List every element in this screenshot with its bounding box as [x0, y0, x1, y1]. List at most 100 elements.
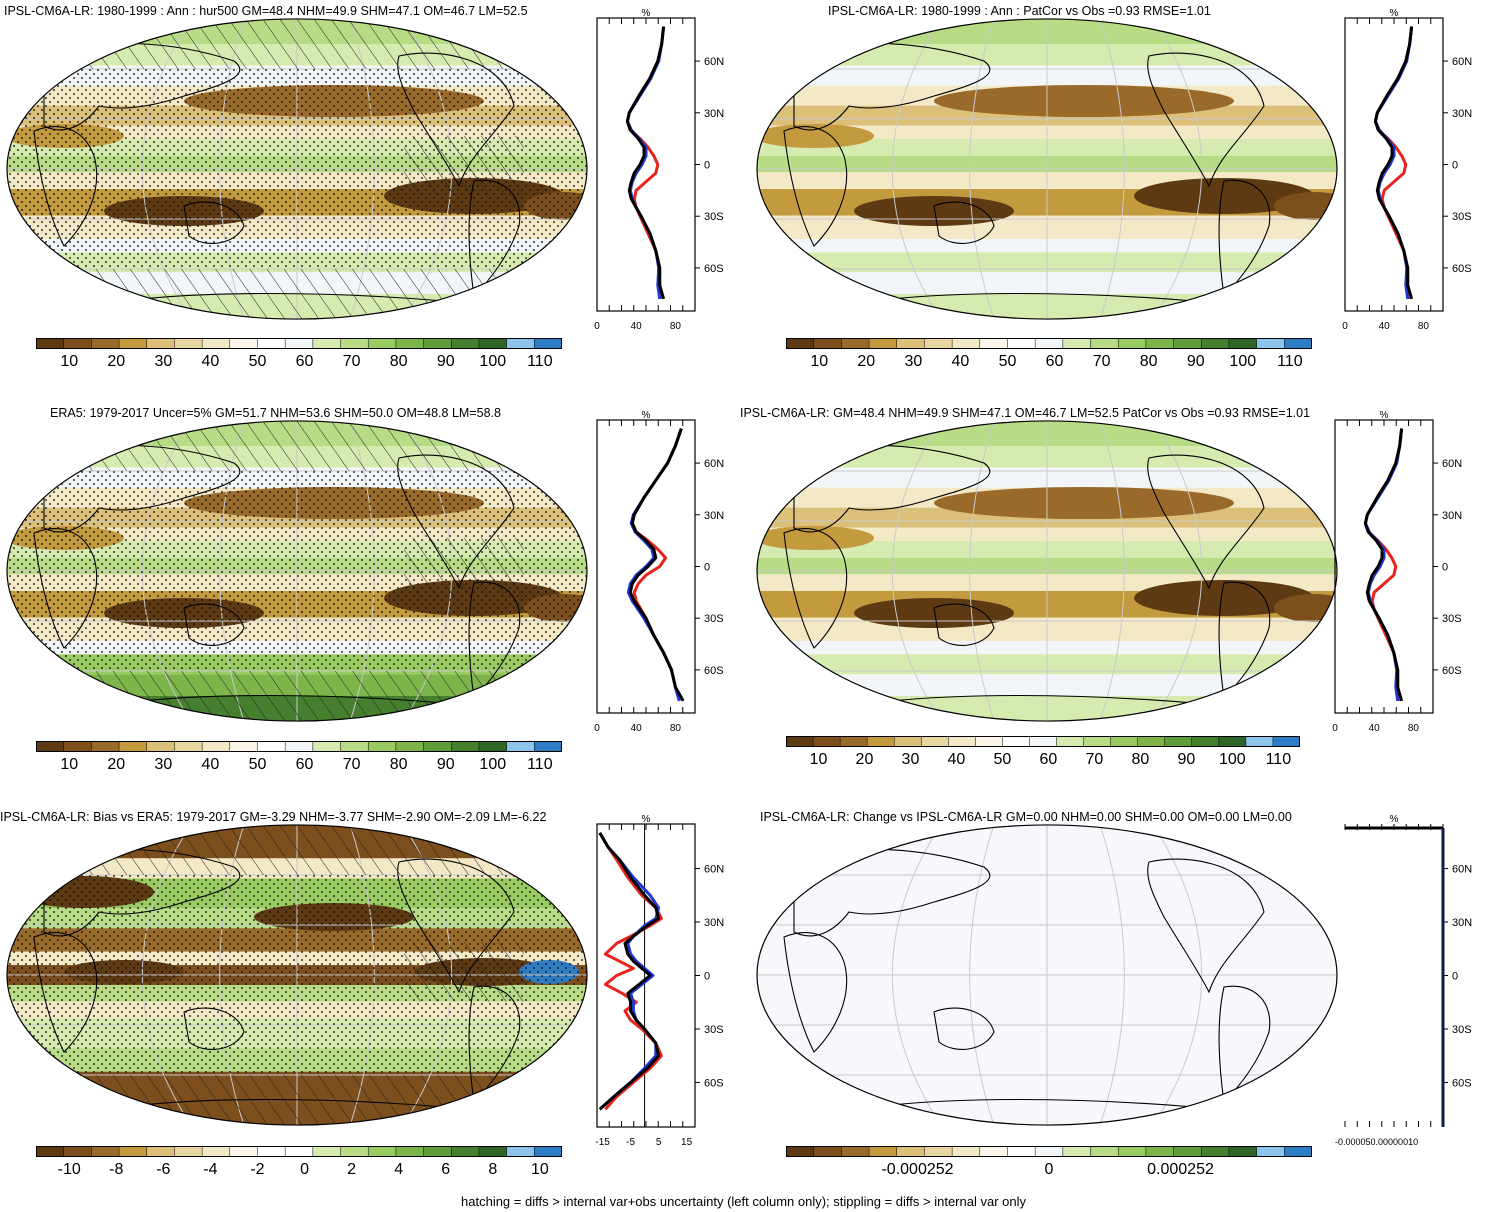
colorbar-frame: [786, 1146, 1312, 1157]
profile-unit-label: %: [1390, 8, 1399, 19]
map-continent: [1147, 454, 1265, 590]
map-field-blob: [934, 487, 1234, 519]
profile-x-label: 80: [1418, 321, 1430, 332]
map-continent: [793, 42, 991, 131]
colorbar-segment: [841, 338, 870, 349]
map-stippling: [6, 471, 587, 671]
colorbar-segment: [146, 741, 176, 752]
map-graticule: [756, 824, 1337, 1126]
colorbar-tick-label: 80: [1131, 751, 1150, 768]
profile-x-label: 0: [1332, 723, 1338, 734]
colorbar-segment: [1201, 338, 1230, 349]
profile-lat-label: 0: [704, 160, 710, 172]
colorbar-frame: [786, 338, 1312, 349]
profile-x-label: 40: [1379, 321, 1391, 332]
profile-lat-label: 30S: [1442, 613, 1462, 625]
panel-title-model-summary: IPSL-CM6A-LR: GM=48.4 NHM=49.9 SHM=47.1 …: [740, 406, 1311, 420]
profile-x-label: -5: [626, 1137, 635, 1148]
colorbar-tick-label: 0: [1044, 1161, 1054, 1178]
map-continent: [873, 292, 1195, 302]
colorbar-tick-label: 70: [1092, 353, 1111, 370]
map-field-blob: [756, 124, 874, 148]
map-outline: [756, 420, 1338, 722]
map-field-blob: [854, 196, 1014, 226]
colorbar-segment: [1228, 338, 1258, 349]
colorbar-segment: [312, 741, 342, 752]
colorbar-frame: [36, 1146, 562, 1157]
colorbar-segment: [423, 338, 453, 349]
colorbar-tick-label: 110: [527, 756, 553, 773]
colorbar-segment: [1062, 338, 1092, 349]
profile-lat-label: 30N: [1452, 917, 1472, 929]
colorbar-segment: [340, 338, 369, 349]
colorbar-segment: [979, 338, 1009, 349]
colorbar-tick-label: -2: [250, 1161, 265, 1178]
colorbar-tick-label: 40: [201, 756, 220, 773]
panel-title-model-climatology: IPSL-CM6A-LR: 1980-1999 : Ann : hur500 G…: [4, 4, 528, 18]
colorbar-segment: [813, 338, 843, 349]
map-continent: [933, 201, 995, 244]
colorbar-segment: [839, 736, 868, 747]
profile-lat-label: 60N: [1452, 864, 1472, 876]
colorbar-segment: [951, 338, 981, 349]
colorbar-tick-label: 2: [347, 1161, 357, 1178]
colorbar-segment: [174, 741, 203, 752]
colorbar-segment: [812, 736, 841, 747]
profile-lat-label: 60S: [1452, 1077, 1472, 1089]
profile-x-label: 80: [670, 321, 682, 332]
colorbar-segment: [1117, 338, 1147, 349]
map-coastlines: [783, 848, 1271, 1108]
colorbar-tick-label: 40: [947, 751, 966, 768]
profile-series-line: [628, 428, 685, 702]
colorbar-segment: [174, 1146, 203, 1157]
colorbar-segment: [921, 736, 950, 747]
panel-title-change: IPSL-CM6A-LR: Change vs IPSL-CM6A-LR GM=…: [760, 810, 1292, 824]
colorbar-tick-label: 40: [201, 353, 220, 370]
colorbar-segment: [868, 1146, 898, 1157]
map-coastlines: [783, 42, 1271, 302]
map-hatching: [6, 671, 587, 721]
profile-unit-label: %: [642, 8, 651, 19]
profile-lat-label: 30N: [1442, 510, 1462, 522]
map-hatching: [6, 1075, 587, 1125]
zonal-profile-change: % 60N 30N 0 30S 60S -0.000050.00000010: [1335, 814, 1472, 1147]
colorbar-tick-label: 80: [389, 353, 408, 370]
colorbar-segment: [534, 741, 562, 752]
colorbar-segment: [1173, 1146, 1203, 1157]
map-hatching: [6, 421, 587, 471]
colorbar-segment: [118, 338, 148, 349]
map-outline: [6, 18, 588, 320]
colorbar-era5: [36, 741, 562, 752]
colorbar-frame: [36, 338, 562, 349]
colorbar-segment: [1284, 1146, 1312, 1157]
profile-x-label: 15: [681, 1137, 693, 1148]
colorbar-segment: [63, 338, 93, 349]
colorbar-tick-label: 8: [488, 1161, 498, 1178]
colorbar-segment: [868, 338, 898, 349]
colorbar-tick-label: 50: [248, 353, 267, 370]
profile-x-label: 80: [1408, 723, 1420, 734]
map-continent: [933, 1007, 995, 1050]
colorbar-segment: [201, 741, 231, 752]
colorbar-tick-label: 20: [107, 756, 126, 773]
colorbar-labels-change: -0.000252 0 0.000252: [786, 1161, 1312, 1181]
profile-x-label: 5: [656, 1137, 662, 1148]
profile-unit-label: %: [642, 814, 651, 825]
robinson-map-era5: [6, 420, 588, 722]
colorbar-segment: [1007, 1146, 1036, 1157]
map-stippling: [6, 69, 587, 269]
colorbar-tick-label: 20: [857, 353, 876, 370]
colorbar-segment: [1110, 736, 1139, 747]
map-graticule: [756, 420, 1337, 722]
profile-unit-label: %: [642, 410, 651, 421]
profile-series-line: [598, 832, 661, 1111]
colorbar-segment: [91, 338, 120, 349]
colorbar-tick-label: 90: [1177, 751, 1196, 768]
colorbar-tick-label: 60: [295, 756, 314, 773]
colorbar-segment: [257, 338, 286, 349]
figure-footnote: hatching = diffs > internal var+obs unce…: [461, 1194, 1026, 1209]
profile-lat-label: 30S: [1452, 1024, 1472, 1036]
colorbar-segment: [257, 741, 286, 752]
colorbar-tick-label: 60: [1039, 751, 1058, 768]
profile-unit-label: %: [1390, 814, 1399, 825]
